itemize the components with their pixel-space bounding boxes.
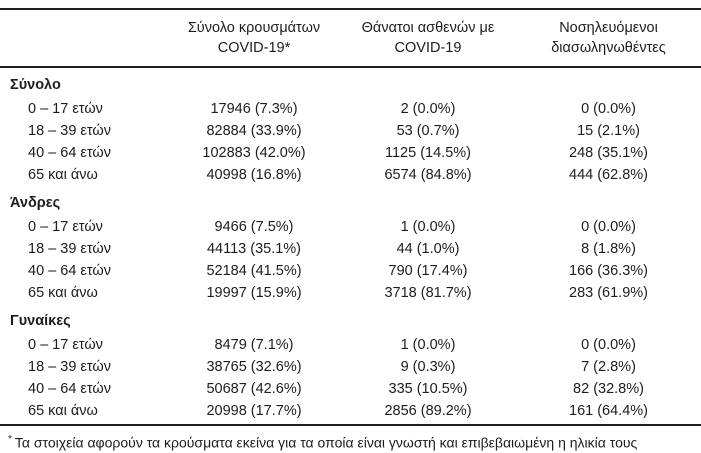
- intubated-value: 7 (2.8%): [581, 359, 636, 375]
- table-row: 40 – 64 ετών 50687 (42.6%) 335 (10.5%) 82 (…: [0, 378, 701, 400]
- deaths-value: 1125 (14.5%): [385, 145, 471, 161]
- age-label: 18 – 39 ετών: [28, 359, 111, 375]
- cases-value: 38765 (32.6%): [206, 359, 302, 375]
- corner-cell: [0, 9, 168, 68]
- footnote-marker: *: [8, 434, 12, 445]
- cases-value: 17946 (7.3%): [210, 101, 298, 117]
- column-header-cases-line1: Σύνολο κρουσμάτων: [187, 20, 321, 36]
- intubated-value: 0 (0.0%): [581, 101, 636, 117]
- age-label: 65 και άνω: [28, 167, 98, 183]
- intubated-value: 82 (32.8%): [573, 381, 644, 397]
- cases-value: 50687 (42.6%): [206, 381, 302, 397]
- column-header-intubated-line2: διασωληνωθέντες: [551, 40, 666, 56]
- cases-value: 52184 (41.5%): [206, 263, 302, 279]
- intubated-value: 0 (0.0%): [581, 219, 636, 235]
- column-header-intubated-line1: Νοσηλευόμενοι: [559, 20, 658, 36]
- group-label: Σύνολο: [10, 77, 61, 93]
- age-label: 0 – 17 ετών: [28, 219, 103, 235]
- table-row: 40 – 64 ετών 102883 (42.0%) 1125 (14.5%) 24…: [0, 142, 701, 164]
- deaths-value: 1 (0.0%): [400, 219, 456, 235]
- deaths-value: 1 (0.0%): [400, 337, 456, 353]
- table-row: 18 – 39 ετών 82884 (33.9%) 53 (0.7%) 15 (2.…: [0, 120, 701, 142]
- footnote: * Τα στοιχεία αφορούν τα κρούσματα εκείνα…: [0, 424, 701, 453]
- age-label: 0 – 17 ετών: [28, 337, 103, 353]
- intubated-value: 15 (2.1%): [577, 123, 640, 139]
- deaths-value: 2 (0.0%): [400, 101, 456, 117]
- table-row: 18 – 39 ετών 44113 (35.1%) 44 (1.0%) 8 (1.8…: [0, 238, 701, 260]
- age-label: 65 και άνω: [28, 285, 98, 301]
- table-row: 65 και άνω 19997 (15.9%) 3718 (81.7%) 283 (…: [0, 282, 701, 304]
- group-header-row: Γυναίκες: [0, 304, 701, 334]
- age-label: 40 – 64 ετών: [28, 145, 111, 161]
- group-label: Γυναίκες: [10, 313, 71, 329]
- intubated-value: 248 (35.1%): [569, 145, 648, 161]
- age-label: 0 – 17 ετών: [28, 101, 103, 117]
- age-label: 65 και άνω: [28, 403, 98, 419]
- age-label: 18 – 39 ετών: [28, 241, 111, 257]
- deaths-value: 790 (17.4%): [388, 263, 468, 279]
- intubated-value: 8 (1.8%): [581, 241, 636, 257]
- footnote-text: Τα στοιχεία αφορούν τα κρούσματα εκείνα …: [14, 434, 638, 451]
- cases-value: 102883 (42.0%): [202, 145, 306, 161]
- deaths-value: 2856 (89.2%): [384, 403, 472, 419]
- column-header-cases: Σύνολο κρουσμάτων COVID-19*: [168, 9, 340, 68]
- deaths-value: 3718 (81.7%): [384, 285, 472, 301]
- deaths-value: 44 (1.0%): [396, 241, 460, 257]
- column-header-deaths-line2: COVID-19: [394, 40, 462, 56]
- table-row: 0 – 17 ετών 9466 (7.5%) 1 (0.0%) 0 (0.0%): [0, 216, 701, 238]
- table-row: 0 – 17 ετών 8479 (7.1%) 1 (0.0%) 0 (0.0%): [0, 334, 701, 356]
- age-label: 40 – 64 ετών: [28, 263, 111, 279]
- column-header-deaths-line1: Θάνατοι ασθενών με: [361, 20, 495, 36]
- header-row: Σύνολο κρουσμάτων COVID-19* Θάνατοι ασθε…: [0, 9, 701, 68]
- table-row: 0 – 17 ετών 17946 (7.3%) 2 (0.0%) 0 (0.0%): [0, 98, 701, 120]
- deaths-value: 53 (0.7%): [396, 123, 460, 139]
- deaths-value: 6574 (84.8%): [384, 167, 472, 183]
- cases-value: 82884 (33.9%): [206, 123, 302, 139]
- table-header: Σύνολο κρουσμάτων COVID-19* Θάνατοι ασθε…: [0, 9, 701, 68]
- column-header-cases-line2: COVID-19*: [217, 40, 291, 56]
- group-header-row: Σύνολο: [0, 67, 701, 98]
- intubated-value: 283 (61.9%): [569, 285, 648, 301]
- column-header-intubated: Νοσηλευόμενοι διασωληνωθέντες: [516, 9, 701, 68]
- table-row: 65 και άνω 40998 (16.8%) 6574 (84.8%) 444 (…: [0, 164, 701, 186]
- table-row: 40 – 64 ετών 52184 (41.5%) 790 (17.4%) 166 …: [0, 260, 701, 282]
- intubated-value: 444 (62.8%): [569, 167, 648, 183]
- cases-value: 20998 (17.7%): [206, 403, 302, 419]
- column-header-deaths: Θάνατοι ασθενών με COVID-19: [340, 9, 516, 68]
- table-row: 65 και άνω 20998 (17.7%) 2856 (89.2%) 161 (…: [0, 400, 701, 422]
- group-header-row: Άνδρες: [0, 186, 701, 216]
- age-label: 40 – 64 ετών: [28, 381, 111, 397]
- cases-value: 40998 (16.8%): [206, 167, 302, 183]
- cases-value: 44113 (35.1%): [206, 241, 302, 257]
- table-row: 18 – 39 ετών 38765 (32.6%) 9 (0.3%) 7 (2.8%…: [0, 356, 701, 378]
- cases-value: 8479 (7.1%): [214, 337, 294, 353]
- deaths-value: 335 (10.5%): [388, 381, 468, 397]
- group-label: Άνδρες: [10, 195, 61, 211]
- age-label: 18 – 39 ετών: [28, 123, 111, 139]
- intubated-value: 0 (0.0%): [581, 337, 636, 353]
- table-body: Σύνολο 0 – 17 ετών 17946 (7.3%) 2 (0.0%) 0 (…: [0, 67, 701, 422]
- intubated-value: 166 (36.3%): [569, 263, 648, 279]
- intubated-value: 161 (64.4%): [569, 403, 648, 419]
- cases-value: 19997 (15.9%): [206, 285, 302, 301]
- deaths-value: 9 (0.3%): [400, 359, 456, 375]
- cases-value: 9466 (7.5%): [214, 219, 294, 235]
- covid-stats-table: Σύνολο κρουσμάτων COVID-19* Θάνατοι ασθε…: [0, 8, 701, 422]
